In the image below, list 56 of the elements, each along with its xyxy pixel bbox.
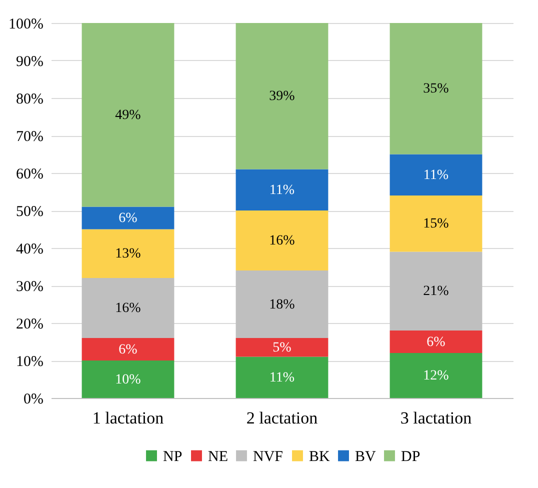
y-tick-label: 20% (16, 316, 44, 332)
bar (82, 338, 174, 360)
y-tick-label: 60% (16, 166, 44, 182)
data-label: 12% (423, 368, 450, 384)
y-tick-label: 10% (16, 354, 44, 370)
bar (390, 330, 482, 353)
data-label: 5% (272, 340, 292, 356)
legend-label: NVF (253, 448, 284, 465)
x-tick-label: 2 lactation (246, 408, 318, 428)
data-label: 11% (269, 370, 295, 386)
bar (236, 169, 328, 210)
y-tick-label: 90% (16, 54, 44, 70)
bar (390, 196, 482, 252)
bar (82, 229, 174, 278)
legend-label: DP (401, 448, 420, 465)
bar (390, 23, 482, 154)
bar (82, 206, 174, 230)
legend-label: BV (355, 448, 376, 465)
y-tick-label: 70% (16, 129, 44, 145)
bar (390, 252, 482, 330)
y-tick-label: 40% (16, 242, 44, 258)
legend-label: BK (309, 448, 330, 465)
x-tick-label: 1 lactation (92, 408, 164, 428)
data-label: 16% (115, 301, 142, 316)
y-tick-label: 30% (16, 279, 44, 295)
bar (82, 360, 174, 398)
data-label: 35% (423, 82, 450, 97)
data-label: 49% (115, 108, 142, 123)
y-tick-label: 0% (24, 392, 44, 408)
bar (236, 270, 328, 338)
data-label: 11% (269, 182, 295, 198)
y-tick-label: 80% (16, 92, 44, 108)
data-label: 6% (426, 334, 446, 350)
data-label: 18% (269, 297, 296, 312)
bar (236, 356, 328, 398)
data-label: 39% (269, 89, 296, 104)
data-label: 10% (115, 372, 142, 388)
data-label: 21% (423, 284, 450, 300)
data-label: 13% (115, 246, 142, 262)
data-label: 6% (118, 342, 138, 358)
x-tick-label: 3 lactation (400, 408, 472, 428)
bar (82, 23, 174, 207)
bar (390, 154, 482, 196)
data-label: 6% (118, 211, 138, 226)
bar (236, 338, 328, 357)
data-label: 16% (269, 234, 296, 248)
legend-label: NP (163, 448, 182, 465)
bar (82, 278, 174, 338)
y-tick-label: 50% (16, 204, 44, 220)
bar (236, 23, 328, 170)
bar (390, 353, 482, 398)
data-label: 11% (423, 168, 449, 183)
data-label: 15% (423, 216, 450, 232)
legend-label: NE (208, 448, 228, 465)
bar (236, 210, 328, 270)
y-tick-label: 100% (8, 16, 44, 32)
